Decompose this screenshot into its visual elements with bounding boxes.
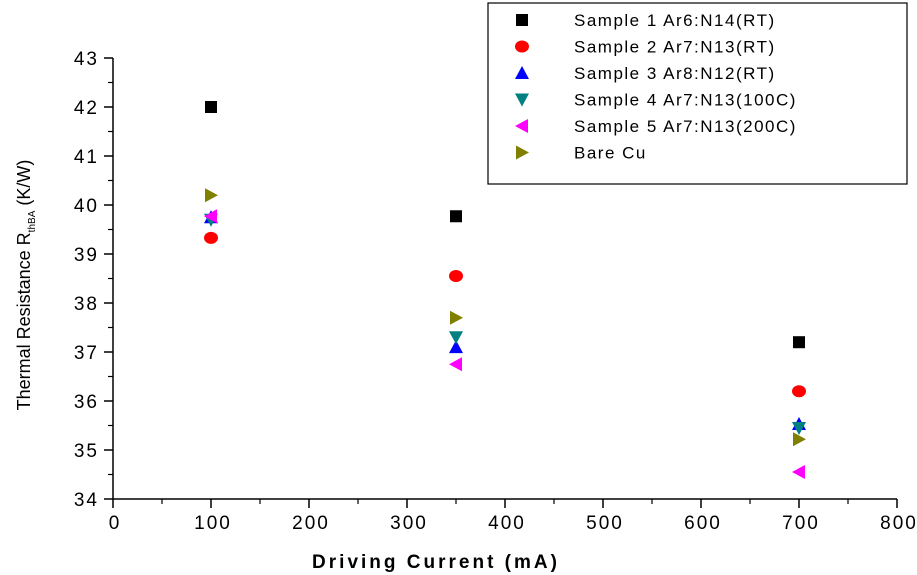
data-point-series-1 xyxy=(450,210,462,223)
data-point-series-4 xyxy=(449,331,463,345)
x-tick-label: 700 xyxy=(782,513,820,534)
data-point-series-4 xyxy=(792,421,806,435)
y-axis-title-unit: (K/W) xyxy=(14,160,34,211)
y-tick-label: 40 xyxy=(74,196,99,217)
legend-box xyxy=(487,2,908,185)
y-tick-label: 36 xyxy=(74,392,99,413)
x-tick-label: 500 xyxy=(586,513,624,534)
y-axis-title-subscript: thBA xyxy=(27,210,38,232)
legend-marker xyxy=(515,66,529,79)
legend-marker xyxy=(515,119,528,133)
data-point-series-2 xyxy=(449,270,463,283)
legend-marker xyxy=(516,14,528,26)
y-tick-label: 38 xyxy=(74,294,99,315)
legend-label: Sample 1 Ar6:N14(RT) xyxy=(574,11,776,30)
y-tick-label: 41 xyxy=(74,147,99,168)
legend-item: Sample 1 Ar6:N14(RT) xyxy=(516,11,776,30)
data-point-series-1 xyxy=(793,336,805,349)
legend-label: Sample 5 Ar7:N13(200C) xyxy=(574,117,797,136)
data-point-series-2 xyxy=(204,231,218,244)
data-point-series-6 xyxy=(450,310,463,325)
x-tick-label: 300 xyxy=(390,513,428,534)
data-point-series-2 xyxy=(792,385,806,398)
y-axis-title: Thermal Resistance RthBA (K/W) xyxy=(14,160,38,411)
legend-item: Sample 3 Ar8:N12(RT) xyxy=(515,64,776,83)
x-tick-label: 600 xyxy=(684,513,722,534)
legend-marker xyxy=(515,93,529,107)
plot-area: 0 100 200 300 400 500 600 700 800 34 35 36 37 38 39 40… xyxy=(74,49,917,534)
data-point-series-5 xyxy=(204,209,217,224)
legend-marker xyxy=(515,40,529,53)
data-point-series-6 xyxy=(793,432,806,447)
legend-label: Bare Cu xyxy=(574,144,647,163)
legend-item: Sample 4 Ar7:N13(100C) xyxy=(515,91,797,110)
y-tick-label: 35 xyxy=(74,441,99,462)
data-markers xyxy=(204,101,806,480)
y-tick-label: 43 xyxy=(74,49,99,70)
legend-item: Sample 2 Ar7:N13(RT) xyxy=(515,38,776,57)
legend-label: Sample 3 Ar8:N12(RT) xyxy=(574,64,776,83)
data-point-series-5 xyxy=(792,465,805,480)
x-tick-label: 400 xyxy=(488,513,526,534)
y-tick-label: 39 xyxy=(74,245,99,266)
legend: Sample 1 Ar6:N14(RT) Sample 2 Ar7:N13(RT)… xyxy=(487,2,908,185)
x-tick-label: 200 xyxy=(292,513,330,534)
y-tick-label: 37 xyxy=(74,343,99,364)
x-axis-ticks: 0 100 200 300 400 500 600 700 800 xyxy=(109,499,917,534)
data-point-series-1 xyxy=(205,101,217,113)
x-tick-label: 100 xyxy=(194,513,232,534)
y-axis-ticks: 34 35 36 37 38 39 40 41 42 43 xyxy=(74,49,113,511)
y-tick-label: 42 xyxy=(74,98,99,119)
legend-marker xyxy=(516,145,529,160)
y-tick-label: 34 xyxy=(74,490,99,511)
legend-item: Sample 5 Ar7:N13(200C) xyxy=(515,117,797,136)
y-axis-title-main: Thermal Resistance R xyxy=(14,232,34,410)
legend-item: Bare Cu xyxy=(516,144,647,163)
x-tick-label: 800 xyxy=(880,513,917,534)
legend-label: Sample 4 Ar7:N13(100C) xyxy=(574,91,797,110)
data-point-series-3 xyxy=(449,340,463,354)
legend-items: Sample 1 Ar6:N14(RT) Sample 2 Ar7:N13(RT)… xyxy=(515,11,797,163)
data-point-series-5 xyxy=(449,357,462,372)
data-point-series-6 xyxy=(205,188,218,203)
x-tick-label: 0 xyxy=(109,513,122,534)
legend-label: Sample 2 Ar7:N13(RT) xyxy=(574,38,776,57)
x-axis-title: Driving Current (mA) xyxy=(312,552,560,573)
